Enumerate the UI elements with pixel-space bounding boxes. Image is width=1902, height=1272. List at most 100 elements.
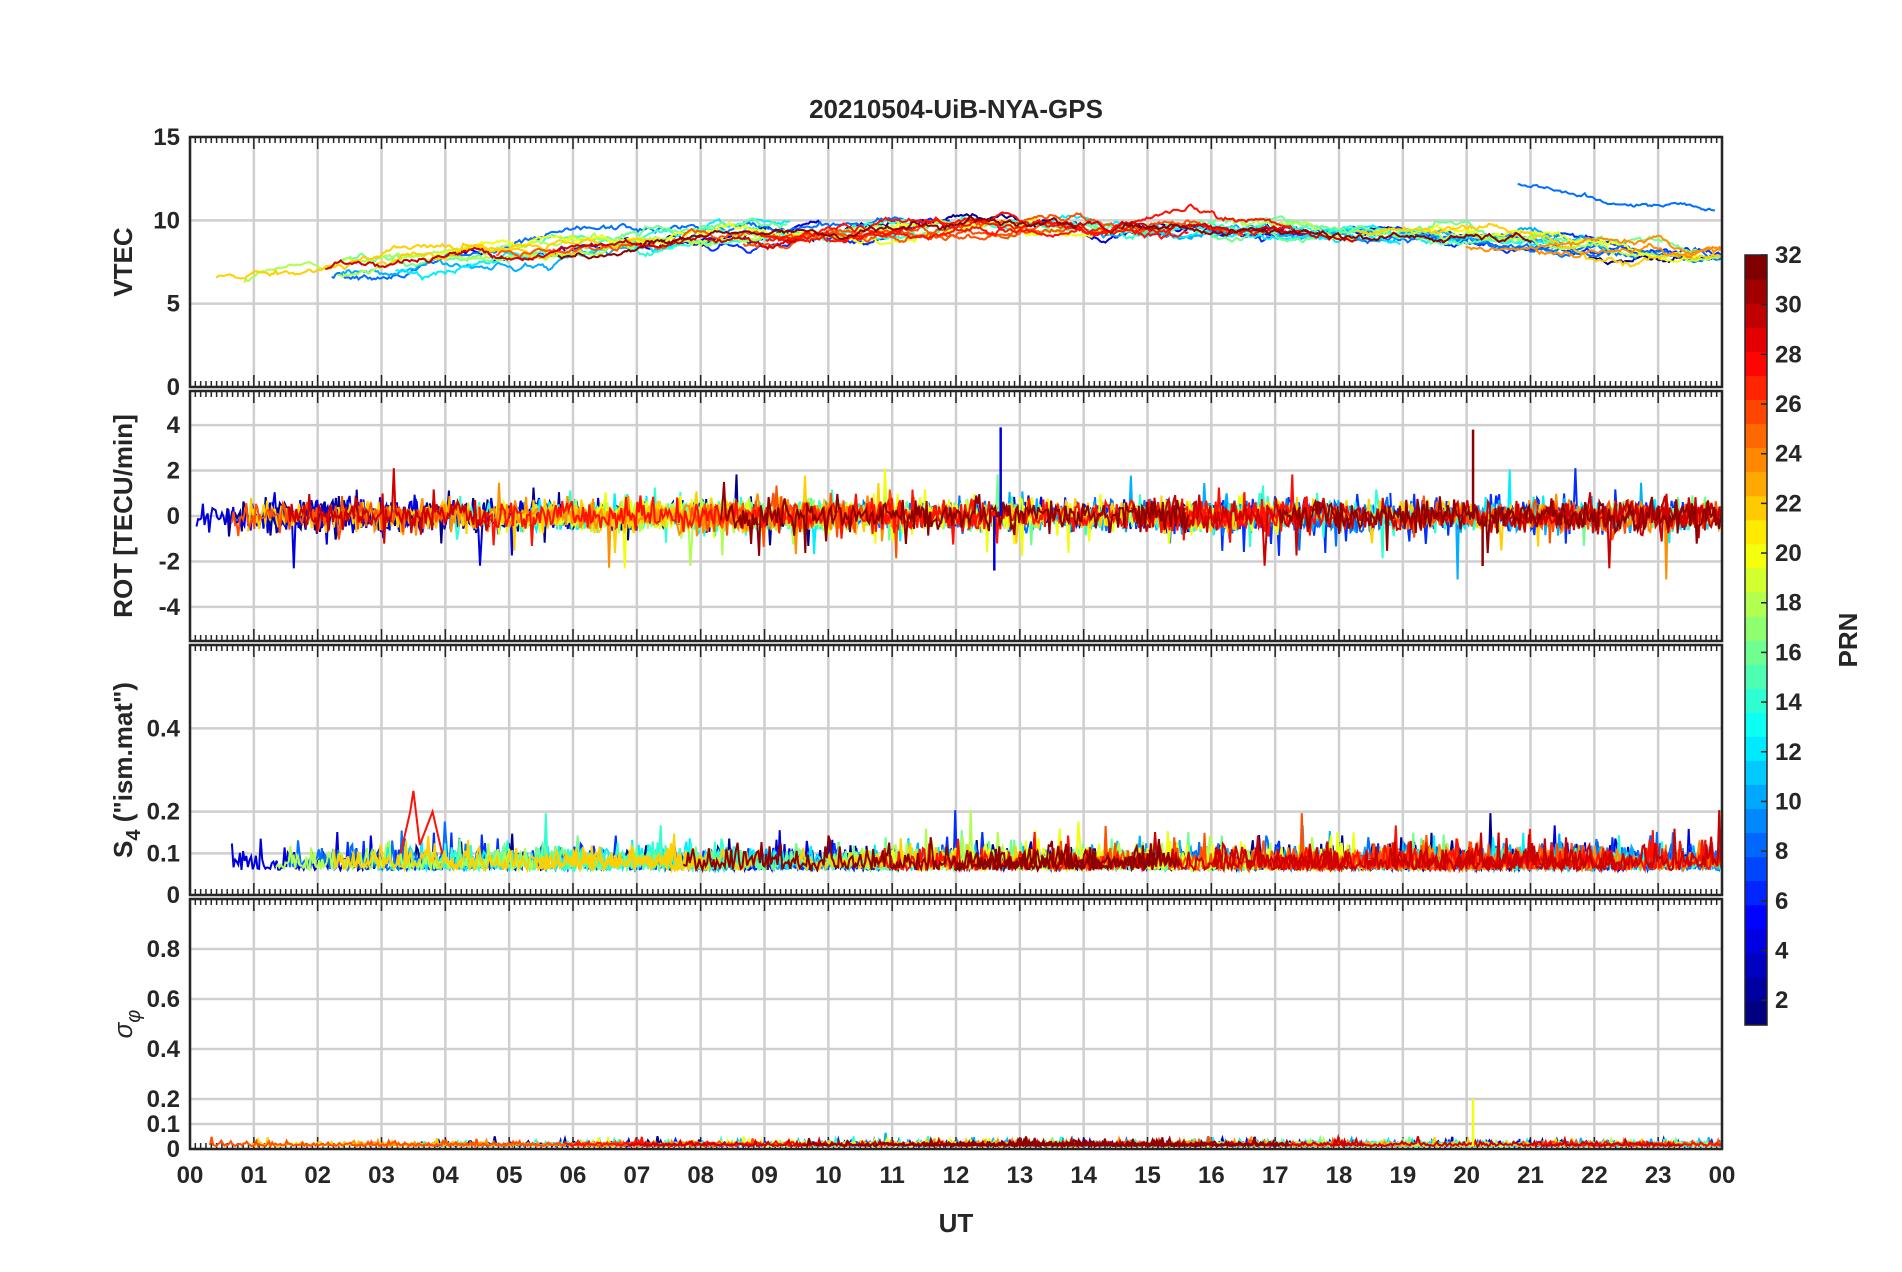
colorbar-segment [1745, 760, 1767, 785]
colorbar-segment [1745, 976, 1767, 1002]
colorbar-segment [1745, 928, 1767, 954]
colorbar-tick-label: 18 [1775, 590, 1802, 617]
colorbar-segment [1745, 327, 1767, 352]
x-tick-label: 00 [1709, 1162, 1736, 1189]
prn-21-trace [333, 833, 711, 874]
y-tick-label: 0 [167, 374, 180, 401]
y-tick-label: 0.8 [147, 936, 180, 963]
colorbar-frame [1744, 254, 1768, 1026]
prn-31-trace [1120, 222, 1532, 244]
y-tick-label: -2 [159, 548, 180, 575]
vtec-y-label: VTEC [108, 227, 138, 297]
y-tick-label: 0.4 [147, 1036, 181, 1063]
colorbar-tick-label: 6 [1775, 888, 1788, 915]
x-tick-label: 06 [560, 1162, 587, 1189]
prn-29-trace [1057, 220, 1357, 243]
colorbar-segment [1745, 375, 1767, 400]
x-tick-label: 00 [177, 1162, 204, 1189]
x-tick-label: 19 [1389, 1162, 1416, 1189]
colorbar-tick-label: 16 [1775, 639, 1802, 666]
colorbar-segment [1745, 784, 1767, 810]
chart-title: 20210504-UiB-NYA-GPS [809, 94, 1103, 124]
y-label-main: σ [108, 1021, 138, 1038]
colorbar-segment [1745, 856, 1767, 882]
y-tick-label: 2 [167, 458, 180, 485]
colorbar-segment [1745, 664, 1767, 689]
colorbar-tick-label: 28 [1775, 341, 1802, 368]
vtec-panel: 0 5 10 15 VTEC [108, 124, 1724, 401]
prn-29-trace [325, 235, 799, 270]
prn-27-trace [778, 211, 1189, 240]
y-label-rest: ("ism.mat") [108, 682, 138, 829]
prn-29-trace [287, 468, 491, 544]
colorbar-tick-label: 26 [1775, 391, 1802, 418]
colorbar-tick-label: 4 [1775, 937, 1789, 964]
colorbar-label: PRN [1833, 613, 1863, 668]
prn-23-trace [370, 482, 936, 568]
x-tick-label: 21 [1517, 1162, 1544, 1189]
s4-panel: 00.10.20.4S4 ("ism.mat") [108, 643, 1724, 909]
colorbar-segment [1745, 712, 1767, 737]
s4-y-label: S4 ("ism.mat") [108, 682, 145, 858]
x-tick-label: 14 [1070, 1162, 1097, 1189]
x-tick-label: 09 [751, 1162, 778, 1189]
x-tick-label: 11 [879, 1162, 904, 1189]
prn-23-trace [1465, 234, 1721, 256]
colorbar-tick-label: 8 [1775, 838, 1788, 865]
s4-frame [188, 643, 1724, 897]
prn-31-trace [922, 1136, 1290, 1149]
prn-23-trace [1535, 242, 1723, 259]
sigma_phi-series [209, 1099, 1723, 1150]
prn-31-trace [682, 835, 1181, 874]
x-tick-label: 18 [1326, 1162, 1353, 1189]
prn-21-trace [1356, 222, 1721, 268]
y-tick-label: 15 [153, 124, 180, 151]
x-tick-label: 15 [1134, 1162, 1161, 1189]
colorbar-segment [1745, 351, 1767, 376]
colorbar-tick-label: 10 [1775, 788, 1802, 815]
x-tick-label: 04 [432, 1162, 459, 1189]
prn-25-trace [495, 222, 1083, 259]
y-label-subscript: φ [123, 1010, 145, 1023]
y-tick-label: 0.2 [147, 799, 180, 826]
colorbar-segment [1745, 736, 1767, 761]
y-tick-label: 4 [167, 412, 181, 439]
colorbar-segment [1745, 615, 1767, 641]
colorbar-segment [1745, 423, 1767, 449]
rot-frame [188, 389, 1724, 643]
x-tick-label: 10 [815, 1162, 842, 1189]
s4-peak-trace [399, 790, 444, 854]
x-tick-label: 22 [1581, 1162, 1608, 1189]
colorbar-segment [1745, 832, 1767, 858]
colorbar-segment [1745, 640, 1767, 665]
x-tick-label: 01 [240, 1162, 267, 1189]
y-tick-label: 0 [167, 882, 180, 909]
x-tick-label: 13 [1006, 1162, 1033, 1189]
colorbar-tick-label: 12 [1775, 739, 1802, 766]
y-tick-label: 0.2 [147, 1086, 180, 1113]
rot-y-label: ROT [TECU/min] [108, 414, 138, 618]
sigma_phi-y-label: σφ [108, 1010, 145, 1039]
colorbar-tick-label: 14 [1775, 689, 1802, 716]
colorbar-segment [1745, 399, 1767, 425]
prn-21-trace [535, 842, 761, 874]
vtec-frame [188, 135, 1724, 389]
y-tick-label: 0.6 [147, 986, 180, 1013]
y-tick-label: -4 [159, 594, 181, 621]
colorbar-segment [1745, 279, 1767, 304]
sigma_phi-frame [188, 897, 1724, 1151]
x-axis-label: UT [939, 1208, 974, 1238]
x-tick-label: 16 [1198, 1162, 1225, 1189]
x-tick-label: 12 [943, 1162, 970, 1189]
x-tick-label: 03 [368, 1162, 395, 1189]
s4-series [230, 790, 1723, 874]
prn-29-trace [1212, 810, 1722, 874]
colorbar-segment [1745, 471, 1767, 497]
colorbar-tick-label: 24 [1775, 441, 1802, 468]
y-label-subscript: 4 [123, 829, 145, 841]
prn-31-trace [557, 215, 1078, 260]
x-tick-label: 17 [1262, 1162, 1289, 1189]
y-tick-label: 0 [167, 503, 180, 530]
